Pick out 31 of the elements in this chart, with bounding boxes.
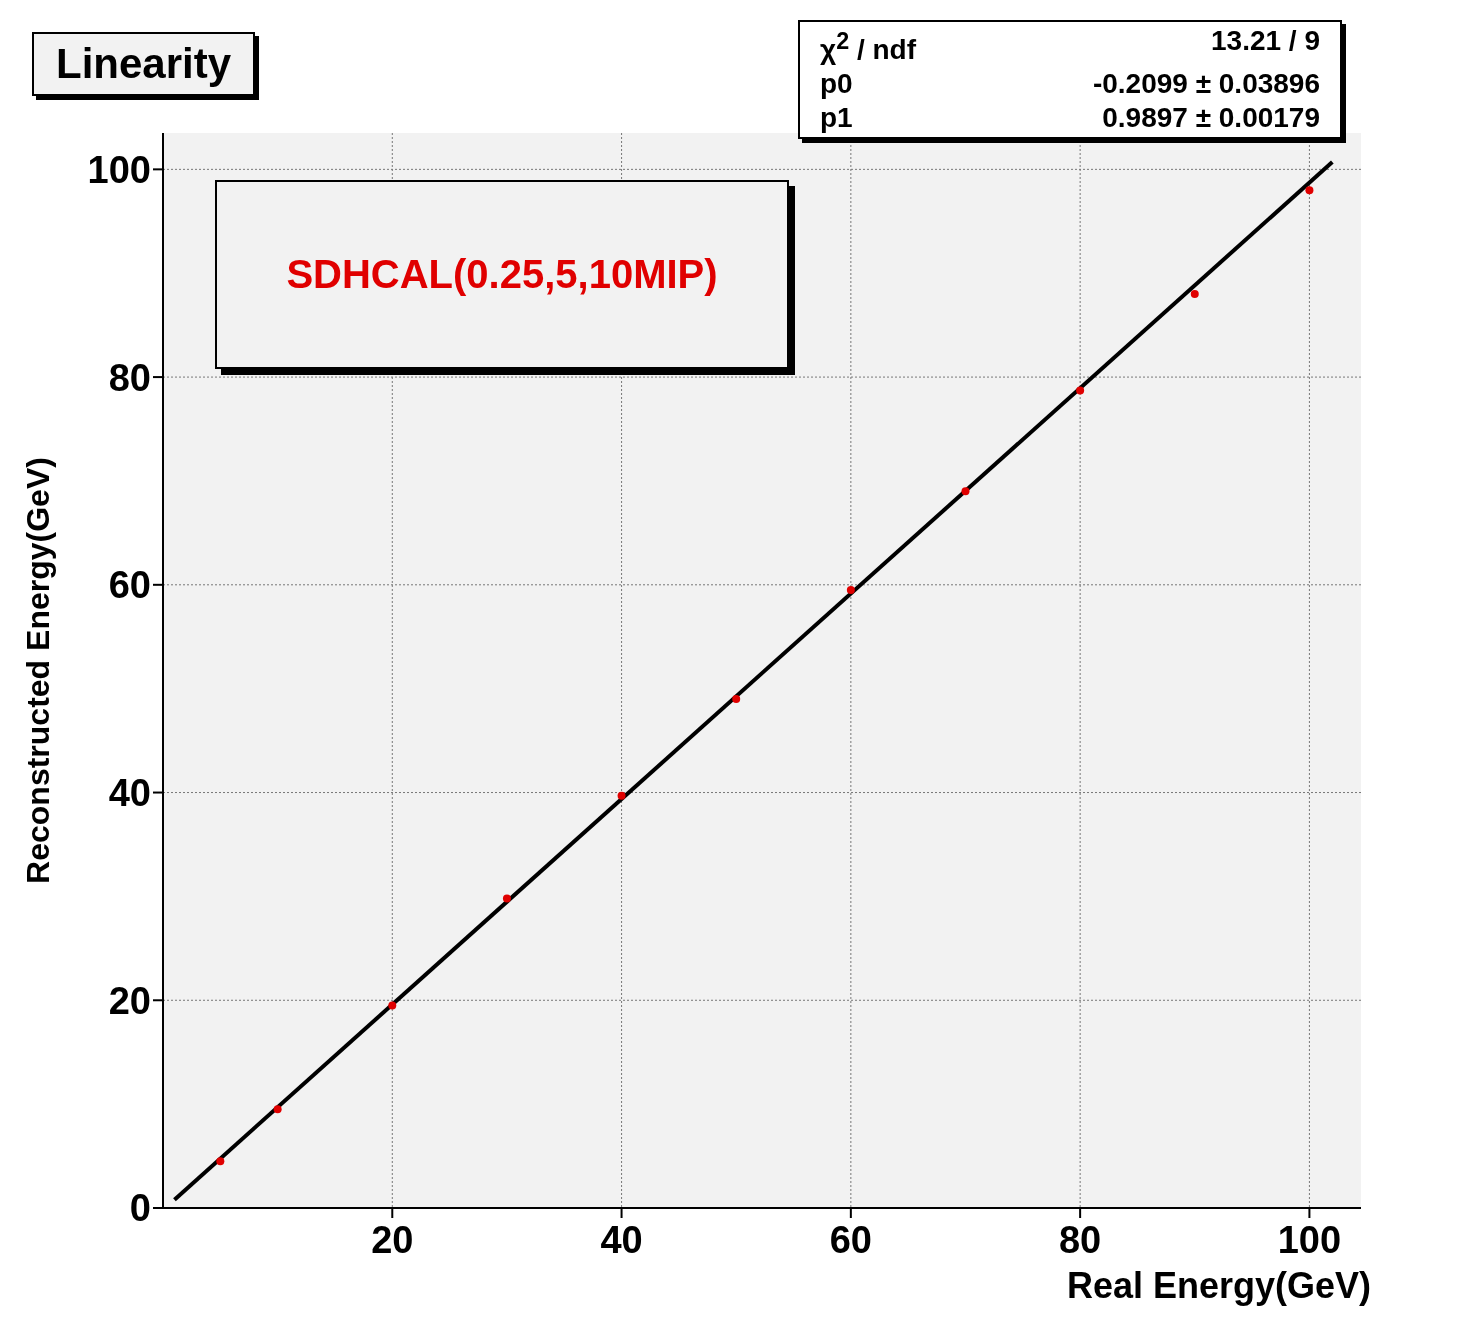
x-axis-title: Real Energy(GeV)	[1066, 1265, 1371, 1306]
annotation: 0.9897 ± 0.00179	[1101, 101, 1320, 136]
x-tick-label: 60	[829, 1218, 872, 1261]
point	[1305, 186, 1314, 195]
y-tick-label: 60	[108, 564, 151, 607]
x-tick-label: 80	[1058, 1218, 1102, 1261]
y-axis-title: Reconstructed Energy(GeV)	[20, 457, 57, 884]
point	[216, 1157, 225, 1166]
point	[502, 894, 511, 903]
text: -0.2099 ± 0.03896	[1092, 67, 1320, 102]
y-tick-label: 80	[108, 356, 151, 399]
point	[388, 1001, 397, 1010]
point	[1076, 386, 1085, 395]
point	[273, 1105, 282, 1114]
point	[961, 487, 970, 496]
chart-title: Linearity	[32, 32, 256, 96]
x-tick-label: 100	[1277, 1218, 1342, 1261]
y-tick-label: 20	[108, 979, 151, 1022]
point	[846, 586, 855, 595]
text: p0	[820, 67, 854, 102]
y-tick-label: 40	[108, 772, 151, 815]
point	[617, 791, 626, 800]
point	[732, 695, 741, 704]
x-tick-label: 20	[371, 1218, 414, 1261]
y-tick-label: 100	[87, 148, 151, 191]
annotation: p1	[820, 101, 854, 136]
text: χ$^{2}$ / ndf	[820, 27, 917, 68]
text: 13.21 / 9	[1210, 24, 1320, 58]
x-tick-label: 40	[600, 1218, 643, 1261]
point	[1190, 289, 1199, 298]
y-tick-label: 0	[129, 1187, 151, 1230]
